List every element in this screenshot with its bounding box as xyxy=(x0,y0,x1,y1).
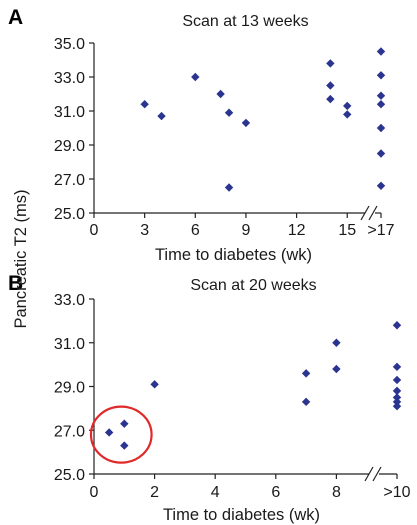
panel-a-y-tick-label: 27.0 xyxy=(54,172,85,189)
panel-b-data-point xyxy=(392,393,402,402)
panel-a-data-point xyxy=(216,89,225,99)
panel-b-data-point xyxy=(332,364,341,374)
panel-a-y-tick-label: 33.0 xyxy=(54,70,85,87)
panel-a-x-axis-label: Time to diabetes (wk) xyxy=(155,246,312,264)
panel-a-x-tick-label: 0 xyxy=(90,222,99,239)
panel-b-y-tick-label: 27.0 xyxy=(54,423,85,440)
panel-a-data-point xyxy=(376,123,386,133)
panel-a-letter: A xyxy=(8,6,23,29)
panel-b-x-tick-label: >10 xyxy=(383,484,410,501)
panel-a-y-tick-label: 35.0 xyxy=(54,36,85,53)
panel-a-chart: Scan at 13 weeks 25.0 27.0 29.0 31.0 33.0 35.0… xyxy=(54,13,395,264)
panel-b-x-tick-label: 0 xyxy=(90,484,99,501)
panel-a-data-point xyxy=(140,100,149,109)
panel-b-y-tick-label: 33.0 xyxy=(54,292,85,309)
panel-b-data-point xyxy=(120,419,129,428)
panel-b-axis-break-mark-1 xyxy=(364,466,374,482)
panel-a-data-point xyxy=(326,81,335,90)
panel-b-x-tick-label: 8 xyxy=(332,484,341,501)
panel-a-data-point xyxy=(326,94,335,104)
panel-b-chart: Scan at 20 weeks 25.0 27.0 29.0 31.0 33.0 0 2 4 6… xyxy=(54,277,411,524)
panel-a-data-point xyxy=(241,118,251,128)
panel-b-data-point xyxy=(301,397,311,407)
panel-a-x-tick-label: 3 xyxy=(140,222,149,239)
panel-b-x-tick-label: 6 xyxy=(271,484,280,501)
panel-a-y-tick-label: 31.0 xyxy=(54,104,85,121)
panel-b-y-tick-label: 31.0 xyxy=(54,336,85,353)
panel-b-data-point xyxy=(392,362,402,372)
panel-a-data-point xyxy=(191,72,200,82)
panel-b-y-tick-label: 29.0 xyxy=(54,380,85,397)
panel-a-data-point xyxy=(326,59,335,68)
y-axis-label: Pancreatic T2 (ms) xyxy=(12,189,30,328)
panel-a-title: Scan at 13 weeks xyxy=(182,13,308,30)
panel-b-y-tick-label: 25.0 xyxy=(54,467,85,484)
panel-a-y-tick-label: 29.0 xyxy=(54,138,85,155)
panel-b-data-point xyxy=(392,321,402,330)
panel-b-x-tick-label: 2 xyxy=(150,484,159,501)
panel-a-data-point xyxy=(224,183,234,192)
panel-b-data-point xyxy=(392,386,402,396)
panel-b-data-point xyxy=(301,369,311,378)
panel-b-highlight-circle xyxy=(89,405,153,464)
panel-a-data-point xyxy=(376,181,386,190)
panel-a-x-tick-label: 15 xyxy=(338,222,356,239)
panel-a-axis-break-mark-2 xyxy=(368,205,378,221)
panel-b-letter: B xyxy=(8,272,23,295)
panel-a-x-tick-label: 6 xyxy=(191,222,200,239)
panel-b-data-point xyxy=(104,428,114,437)
panel-b-x-tick-label: 4 xyxy=(211,484,220,501)
panel-b-axis-break-mark-2 xyxy=(372,466,382,482)
panel-a-data-point xyxy=(157,111,166,121)
panel-a-data-point xyxy=(343,101,352,111)
panel-a-data-point xyxy=(224,108,234,117)
panel-b-x-axis-label: Time to diabetes (wk) xyxy=(163,506,320,524)
panel-a-x-tick-label: 12 xyxy=(288,222,306,239)
panel-b-data-point xyxy=(120,441,129,450)
panel-b-data-point xyxy=(332,338,341,347)
panel-a-x-tick-label: 9 xyxy=(241,222,250,239)
panel-a-y-tick-label: 25.0 xyxy=(54,206,85,223)
panel-b-title: Scan at 20 weeks xyxy=(190,277,316,294)
panel-a-axis-break-mark-1 xyxy=(360,205,370,221)
panel-a-data-point xyxy=(376,149,386,158)
panel-a-data-point xyxy=(376,100,386,109)
panel-b-data-point xyxy=(392,401,402,411)
panel-b-data-point xyxy=(392,375,402,385)
panel-a-data-point xyxy=(343,110,352,119)
panel-a-x-tick-label: >17 xyxy=(367,222,394,239)
panel-a-data-point xyxy=(376,47,386,56)
panel-b-data-point xyxy=(150,380,159,389)
panel-a-data-point xyxy=(376,71,386,80)
panel-a-data-point xyxy=(376,91,386,100)
panel-b-data-point xyxy=(392,397,402,407)
